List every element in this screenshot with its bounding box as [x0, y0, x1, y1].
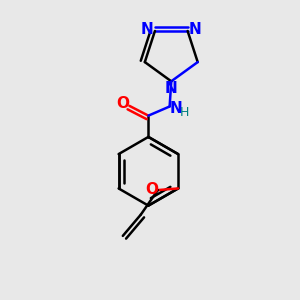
Text: N: N: [165, 81, 178, 96]
Text: O: O: [116, 96, 129, 111]
Text: O: O: [146, 182, 158, 197]
Text: N: N: [141, 22, 153, 37]
Text: H: H: [180, 106, 189, 119]
Text: N: N: [169, 100, 182, 116]
Text: N: N: [189, 22, 202, 37]
